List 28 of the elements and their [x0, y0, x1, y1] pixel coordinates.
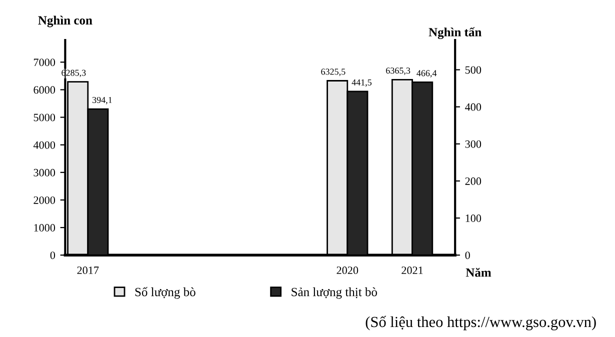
data-label: 6325,5	[321, 68, 346, 76]
y-tick-label: 1000	[34, 224, 56, 232]
y-tick-label: 4000	[33, 141, 56, 149]
data-label: 6365,3	[386, 68, 410, 75]
y2-tick-label: 0	[465, 252, 470, 260]
text: (Số liệu theo https://www.gso.gov.vn)	[366, 316, 596, 330]
y2-axis-title: Nghìn tấn	[428, 27, 482, 40]
x-tick-label: 2017	[77, 266, 99, 274]
legend-label: Sản lượng thịt bò	[292, 287, 378, 299]
data-label: 466,4	[416, 70, 437, 78]
data-label: 394,1	[92, 96, 112, 104]
y-tick-label: 0	[50, 252, 56, 260]
y2-tick-label: 200	[465, 177, 482, 185]
y-tick-label: 7000	[34, 58, 56, 66]
x-axis-title: Năm	[466, 268, 492, 277]
y-tick-label: 5000	[34, 114, 56, 122]
y2-tick-label: 100	[466, 214, 482, 222]
y2-tick-label: 300	[465, 140, 482, 148]
x-tick-label: 2021	[402, 266, 423, 274]
legend-label: Số lượng bò	[135, 287, 196, 299]
x-tick-label: 2020	[336, 266, 358, 274]
y2-tick-label: 400	[465, 103, 482, 111]
y-tick-label: 2000	[34, 196, 56, 204]
data-label: 441,5	[352, 79, 372, 87]
y-tick-label: 6000	[34, 86, 56, 94]
y-tick-label: 3000	[34, 168, 56, 176]
y2-tick-label: 500	[465, 66, 482, 74]
y-axis-title: Nghìn con	[38, 16, 92, 28]
